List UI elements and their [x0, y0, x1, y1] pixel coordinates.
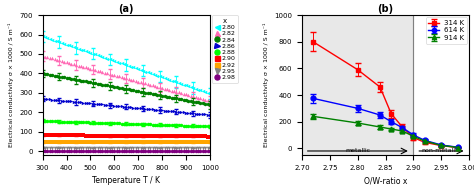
Y-axis label: Electrical conductivity σ × 1000 / S m⁻¹: Electrical conductivity σ × 1000 / S m⁻¹	[263, 23, 269, 147]
Text: non-metallic: non-metallic	[422, 148, 461, 153]
X-axis label: O/W-ratio x: O/W-ratio x	[364, 176, 407, 185]
Title: (b): (b)	[378, 4, 394, 14]
Legend: 314 K, 614 K, 914 K: 314 K, 614 K, 914 K	[426, 17, 467, 43]
Y-axis label: Electrical conductivity σ × 1000 / S m⁻¹: Electrical conductivity σ × 1000 / S m⁻¹	[8, 23, 14, 147]
Bar	[302, 15, 413, 155]
Text: metallic: metallic	[345, 148, 370, 153]
Title: (a): (a)	[118, 4, 134, 14]
Legend: 2.80, 2.82, 2.84, 2.86, 2.88, 2.90, 2.92, 2.95, 2.98: 2.80, 2.82, 2.84, 2.86, 2.88, 2.90, 2.92…	[211, 15, 237, 83]
X-axis label: Temperature T / K: Temperature T / K	[92, 176, 160, 185]
